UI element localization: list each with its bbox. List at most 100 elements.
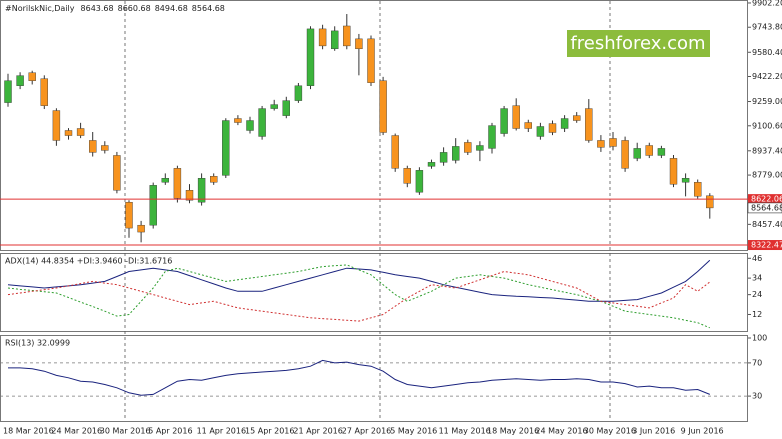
- candle-body: [488, 125, 496, 149]
- x-tick-label: 3 Jun 2016: [632, 427, 675, 436]
- candle-body: [609, 138, 617, 147]
- x-tick-label: 11 Apr 2016: [197, 427, 246, 436]
- y-tick-label: 24: [752, 290, 762, 299]
- watermark: freshforex.com: [567, 30, 710, 57]
- indicator-line: [7, 270, 711, 322]
- candle-body: [403, 168, 411, 184]
- candle-body: [331, 30, 339, 50]
- x-tick-label: 5 May 2016: [390, 427, 437, 436]
- close-value: 8564.68: [192, 4, 225, 13]
- open-value: 8643.68: [81, 4, 114, 13]
- y-tick-label: 9743.80: [752, 23, 782, 32]
- candle-body: [125, 201, 133, 229]
- candle-body: [222, 120, 230, 176]
- x-tick-label: 30 May 2016: [584, 427, 636, 436]
- y-tick-label: 9422.20: [752, 72, 782, 81]
- y-tick-label: 9100.60: [752, 121, 782, 130]
- chart-header: #NorilskNic,Daily 8643.68 8660.68 8494.68 85…: [5, 4, 225, 13]
- x-tick-label: 11 May 2016: [439, 427, 491, 436]
- y-tick-label: 34: [752, 274, 762, 283]
- high-value: 8660.68: [118, 4, 151, 13]
- candle-body: [597, 140, 605, 148]
- candle-body: [306, 28, 315, 86]
- candle-body: [585, 108, 593, 141]
- candle-body: [379, 80, 387, 133]
- candle-body: [536, 126, 545, 137]
- candle-body: [173, 168, 182, 199]
- adx-panel: [0, 253, 748, 332]
- candle-body: [149, 185, 157, 226]
- x-tick-label: 30 Mar 2016: [100, 427, 151, 436]
- candle-body: [645, 145, 653, 156]
- candle-body: [76, 128, 85, 136]
- candle-body: [343, 25, 351, 47]
- rsi-panel: [0, 335, 748, 422]
- y-tick-label: 12: [752, 310, 762, 319]
- candle-body: [452, 146, 460, 161]
- x-tick-label: 18 Mar 2016: [3, 427, 54, 436]
- level-label: 8622.06: [751, 195, 782, 204]
- indicator-line: [7, 264, 710, 329]
- candle-body: [270, 104, 278, 109]
- candle-body: [113, 155, 121, 191]
- candle-body: [706, 195, 714, 209]
- candle-body: [573, 115, 581, 121]
- adx-title: ADX(14) 44.8354 +DI:3.9460 -DI:31.6716: [5, 257, 172, 266]
- x-tick-label: 27 Apr 2016: [342, 427, 391, 436]
- candle-body: [391, 135, 399, 169]
- candle-body: [294, 85, 303, 101]
- x-tick-label: 9 Jun 2016: [681, 427, 724, 436]
- candle-body: [524, 122, 532, 129]
- indicator-line: [7, 259, 711, 302]
- y-tick-label: 9259.00: [752, 97, 782, 106]
- level-label: 8322.47: [751, 241, 782, 250]
- candle-body: [258, 108, 266, 137]
- candle-body: [512, 105, 520, 129]
- candle-body: [318, 28, 327, 47]
- x-tick-label: 18 May 2016: [487, 427, 539, 436]
- x-tick-label: 15 Apr 2016: [245, 427, 294, 436]
- candle-body: [427, 162, 436, 167]
- y-tick-label: 100: [752, 334, 767, 343]
- low-value: 8494.68: [155, 4, 188, 13]
- candle-body: [367, 38, 375, 83]
- candle-body: [548, 123, 557, 133]
- y-tick-label: 8937.40: [752, 146, 782, 155]
- watermark-text: freshforex.com: [570, 33, 705, 54]
- x-tick-label: 21 Apr 2016: [293, 427, 342, 436]
- candle-body: [694, 182, 702, 197]
- level-label-box: [748, 240, 782, 251]
- candle-body: [657, 148, 666, 156]
- y-tick-label: 70: [752, 358, 762, 367]
- candle-body: [355, 38, 363, 50]
- x-tick-label: 5 Apr 2016: [148, 427, 192, 436]
- candle-body: [500, 108, 508, 134]
- candle-body: [669, 158, 678, 185]
- candle-body: [464, 142, 472, 153]
- x-tick-label: 24 May 2016: [535, 427, 587, 436]
- current-price-box: [747, 202, 782, 214]
- y-tick-label: 9902.20: [752, 0, 782, 7]
- candle-body: [16, 75, 24, 86]
- candle-body: [4, 80, 12, 103]
- candle-body: [633, 148, 641, 159]
- current-price-label: 8564.68: [751, 203, 782, 212]
- candle-body: [476, 145, 484, 151]
- candle-body: [209, 176, 218, 183]
- y-tick-label: 9580.40: [752, 48, 782, 57]
- candle-body: [52, 110, 61, 141]
- candle-body: [64, 130, 73, 136]
- y-tick-label: 46: [752, 254, 762, 263]
- x-tick-label: 24 Mar 2016: [51, 427, 102, 436]
- indicator-line: [8, 359, 710, 396]
- candle-body: [137, 224, 145, 233]
- candle-body: [439, 152, 448, 163]
- level-label-box: [748, 194, 782, 205]
- y-tick-label: 8779.00: [752, 171, 782, 180]
- candle-body: [88, 140, 97, 153]
- candle-body: [282, 100, 290, 116]
- y-tick-label: 30: [752, 392, 762, 401]
